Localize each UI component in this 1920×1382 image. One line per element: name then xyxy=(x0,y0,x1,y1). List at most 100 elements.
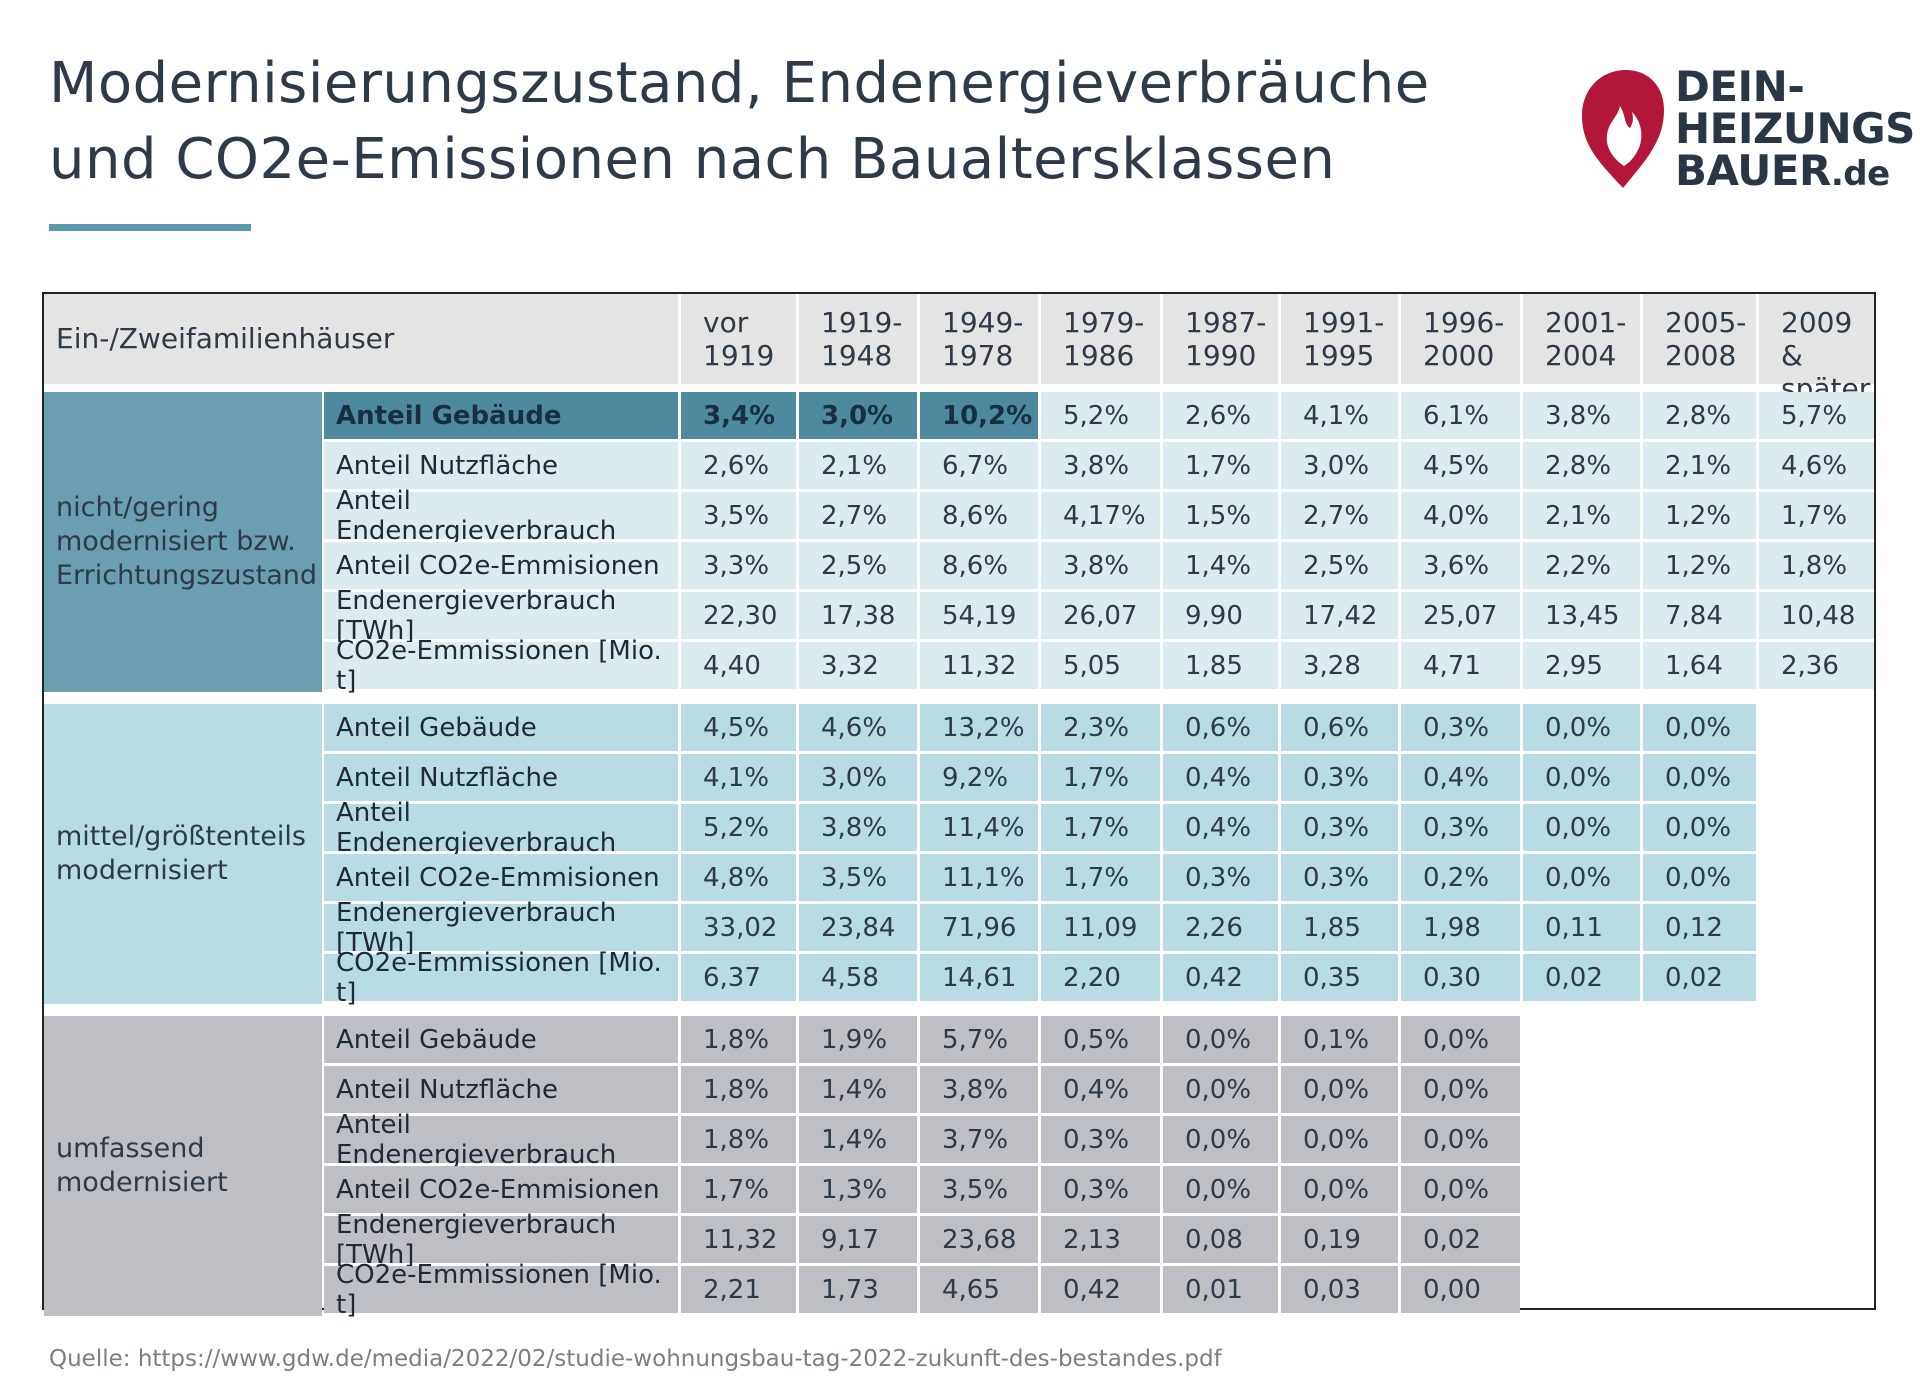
table-cell: 1,7% xyxy=(678,1166,796,1216)
table-cell: 0,0% xyxy=(1520,754,1640,804)
column-header-line: 1949- xyxy=(942,306,1024,339)
table-cell: 0,11 xyxy=(1520,904,1640,954)
column-header: 1991- 1995 xyxy=(1278,294,1398,384)
table-cell: 3,4% xyxy=(678,392,796,442)
row-label: Anteil Nutzfläche xyxy=(324,1066,678,1116)
table-cell: 1,64 xyxy=(1640,642,1756,692)
column-header-line: vor xyxy=(703,306,749,339)
table-cell: 1,8% xyxy=(678,1066,796,1116)
table-cell: 4,17% xyxy=(1038,492,1160,542)
table-cell: 2,6% xyxy=(1160,392,1278,442)
table-cell: 0,2% xyxy=(1398,854,1520,904)
table-cell: 14,61 xyxy=(917,954,1038,1004)
column-header-line: 1978 xyxy=(942,339,1014,372)
row-label: Anteil Gebäude xyxy=(324,1016,678,1066)
table-cell: 3,32 xyxy=(796,642,917,692)
group-label-text: nicht/gering modernisiert bzw. Errichtungs… xyxy=(56,491,317,593)
group-label-text: umfassend modernisiert xyxy=(56,1132,228,1200)
group-label-line: mittel/größtenteils xyxy=(56,821,306,852)
table-cell: 2,3% xyxy=(1038,704,1160,754)
table-cell: 0,3% xyxy=(1278,754,1398,804)
table-cell: 6,7% xyxy=(917,442,1038,492)
table-cell: 10,2% xyxy=(917,392,1038,442)
table-cell: 0,3% xyxy=(1038,1116,1160,1166)
table-cell: 0,0% xyxy=(1520,804,1640,854)
table-cell: 1,2% xyxy=(1640,492,1756,542)
table-cell: 4,6% xyxy=(796,704,917,754)
table-cell: 0,5% xyxy=(1038,1016,1160,1066)
column-header-line: 1991- xyxy=(1303,306,1385,339)
column-header-line: 1919- xyxy=(821,306,903,339)
source-note: Quelle: https://www.gdw.de/media/2022/02… xyxy=(49,1346,1222,1372)
table-cell: 1,4% xyxy=(796,1116,917,1166)
table-cell: 5,05 xyxy=(1038,642,1160,692)
table-cell: 11,09 xyxy=(1038,904,1160,954)
table-cell: 0,4% xyxy=(1160,804,1278,854)
table-cell: 0,0% xyxy=(1520,704,1640,754)
page-title: Modernisierungszustand, Endenergieverbrä… xyxy=(49,46,1430,198)
table-cell: 0,35 xyxy=(1278,954,1398,1004)
group-label-text: mittel/größtenteils modernisiert xyxy=(56,820,306,888)
table-cell: 0,42 xyxy=(1160,954,1278,1004)
table-cell: 1,7% xyxy=(1160,442,1278,492)
table-cell: 3,8% xyxy=(1520,392,1640,442)
table-cell: 0,0% xyxy=(1160,1166,1278,1216)
table-cell: 3,3% xyxy=(678,542,796,592)
group-label: nicht/gering modernisiert bzw. Errichtungs… xyxy=(44,392,322,692)
table-cell: 2,21 xyxy=(678,1266,796,1316)
table-cell: 0,0% xyxy=(1398,1116,1520,1166)
table-cell: 1,8% xyxy=(678,1016,796,1066)
group-label-line: modernisiert xyxy=(56,1167,228,1198)
table-cell: 23,84 xyxy=(796,904,917,954)
table-cell: 0,4% xyxy=(1398,754,1520,804)
table-cell: 3,0% xyxy=(1278,442,1398,492)
table-cell: 0,4% xyxy=(1038,1066,1160,1116)
row-label: Endenergieverbrauch [TWh] xyxy=(324,898,678,958)
group-label-line: modernisiert bzw. xyxy=(56,526,296,557)
table-cell: 1,3% xyxy=(796,1166,917,1216)
table-cell: 2,2% xyxy=(1520,542,1640,592)
group-label: mittel/größtenteils modernisiert xyxy=(44,704,322,1004)
table-cell: 11,32 xyxy=(917,642,1038,692)
column-header: 2005- 2008 xyxy=(1640,294,1756,384)
title-underline xyxy=(49,224,251,231)
table-cell: 4,71 xyxy=(1398,642,1520,692)
table-cell: 0,3% xyxy=(1398,704,1520,754)
row-label: Anteil Endenergieverbrauch xyxy=(324,1110,678,1170)
table-cell: 0,0% xyxy=(1398,1016,1520,1066)
table-cell: 54,19 xyxy=(917,592,1038,642)
table-cell: 3,8% xyxy=(796,804,917,854)
table-cell: 1,73 xyxy=(796,1266,917,1316)
table-cell: 0,02 xyxy=(1520,954,1640,1004)
table-cell: 3,0% xyxy=(796,754,917,804)
logo-line-1: DEIN- xyxy=(1675,62,1805,111)
table-cell: 17,38 xyxy=(796,592,917,642)
table-cell: 0,0% xyxy=(1640,804,1756,854)
table-cell: 0,19 xyxy=(1278,1216,1398,1266)
group-label: umfassend modernisiert xyxy=(44,1016,322,1316)
column-header-line: 1990 xyxy=(1185,339,1257,372)
column-header-line: 1919 xyxy=(703,339,775,372)
logo-line-2: HEIZUNGS xyxy=(1675,104,1915,153)
table-cell: 4,65 xyxy=(917,1266,1038,1316)
table-cell: 1,7% xyxy=(1038,804,1160,854)
title-line-2: und CO2e-Emissionen nach Baualtersklasse… xyxy=(49,127,1336,192)
column-header-line: 1996- xyxy=(1423,306,1505,339)
table-cell: 5,2% xyxy=(1038,392,1160,442)
table-cell: 3,5% xyxy=(796,854,917,904)
table-cell: 3,8% xyxy=(1038,442,1160,492)
table-cell: 2,1% xyxy=(1520,492,1640,542)
table-cell: 2,6% xyxy=(678,442,796,492)
column-header-line: 1948 xyxy=(821,339,893,372)
table-cell: 1,85 xyxy=(1278,904,1398,954)
table-cell: 0,0% xyxy=(1160,1066,1278,1116)
table-cell: 9,2% xyxy=(917,754,1038,804)
brand-logo: DEIN- HEIZUNGS BAUER.de xyxy=(1580,64,1915,194)
table-cell: 0,42 xyxy=(1038,1266,1160,1316)
table-cell: 2,1% xyxy=(1640,442,1756,492)
group-label-line: nicht/gering xyxy=(56,492,219,523)
table-cell: 2,5% xyxy=(1278,542,1398,592)
table-cell: 4,1% xyxy=(678,754,796,804)
row-label: Endenergieverbrauch [TWh] xyxy=(324,586,678,646)
row-label: CO2e-Emmissionen [Mio. t] xyxy=(324,636,678,696)
